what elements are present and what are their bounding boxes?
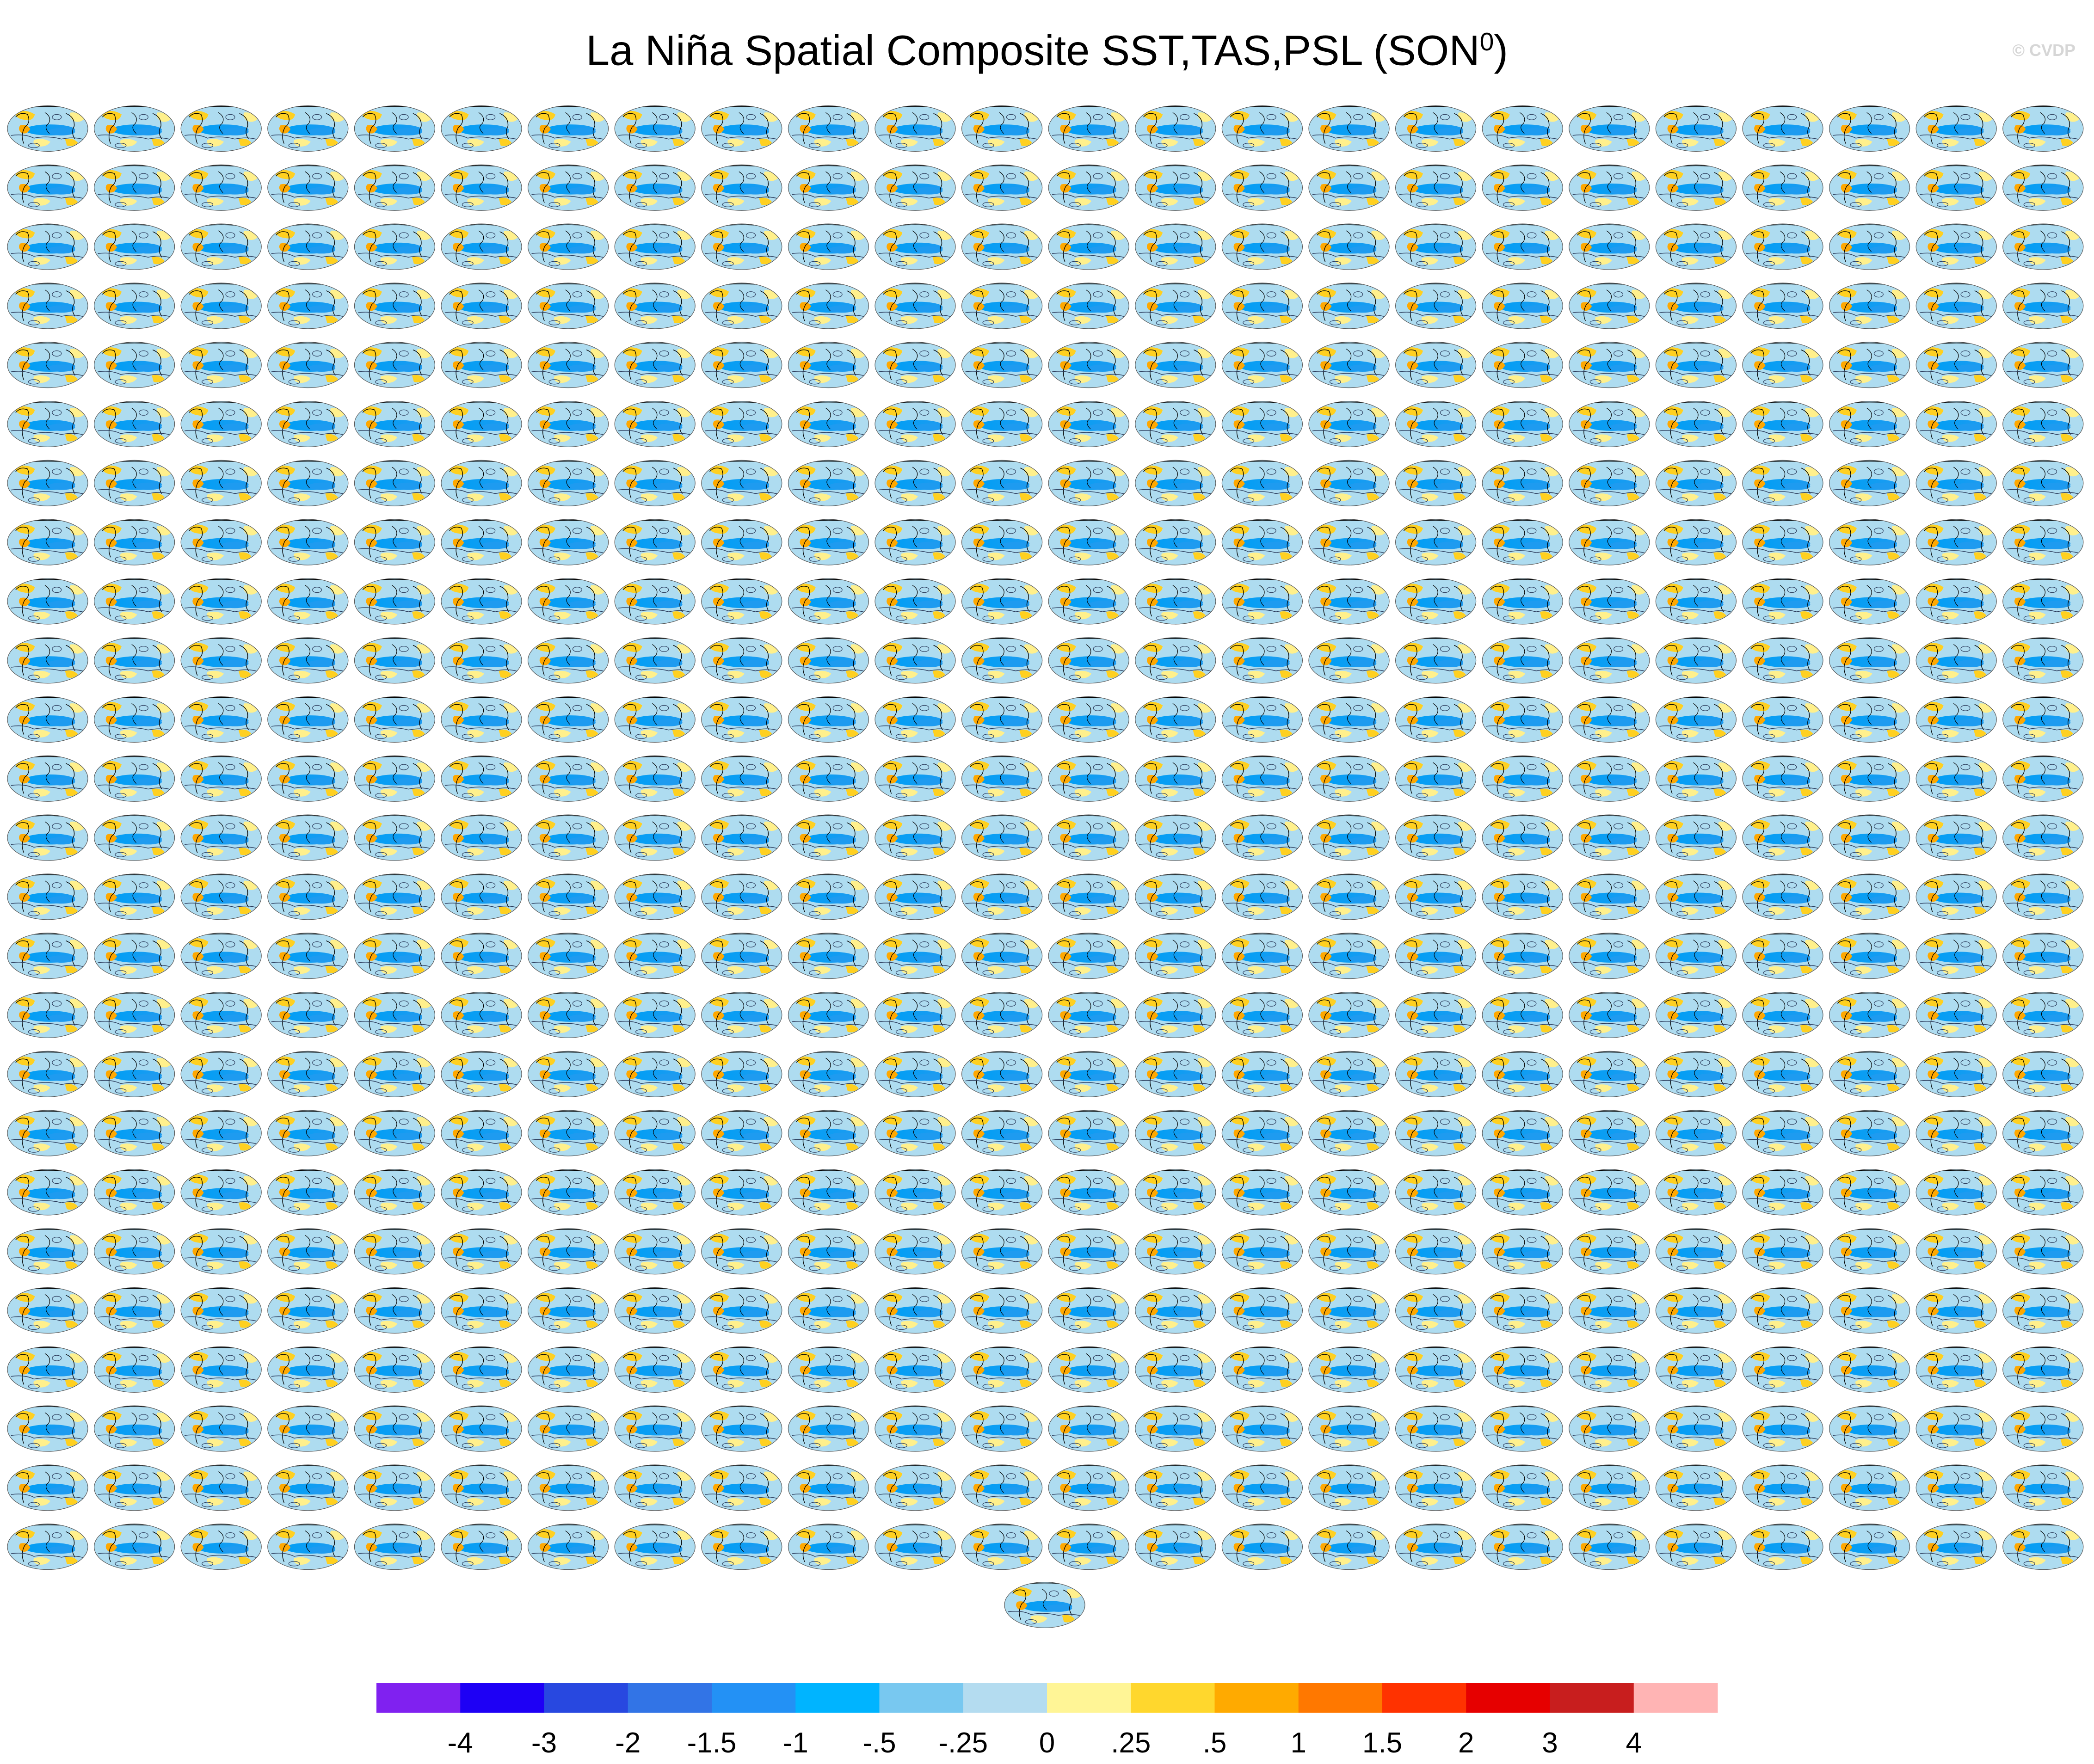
colorbar-tick-label: -.25 (938, 1727, 988, 1759)
colorbar-swatch (628, 1683, 712, 1713)
colorbar-tick-label: -3 (531, 1727, 557, 1759)
colorbar-swatch (1131, 1683, 1215, 1713)
colorbar-swatch (1466, 1683, 1550, 1713)
colorbar-swatch (879, 1683, 964, 1713)
colorbar-tick-label: -4 (448, 1727, 473, 1759)
colorbar-tick-label: -2 (615, 1727, 641, 1759)
colorbar-swatch (376, 1683, 461, 1713)
chart-title: La Niña Spatial Composite SST,TAS,PSL (S… (585, 27, 1509, 74)
colorbar-tick-label: .5 (1203, 1727, 1227, 1759)
colorbar-tick-label: 2 (1458, 1727, 1474, 1759)
colorbar-tick-label: -1 (783, 1727, 808, 1759)
colorbar-swatch (1214, 1683, 1299, 1713)
colorbar-tick-label: 3 (1542, 1727, 1558, 1759)
colorbar-swatch (1047, 1683, 1131, 1713)
colorbar-tick-label: 4 (1626, 1727, 1642, 1759)
colorbar-tick-label: 1.5 (1362, 1727, 1402, 1759)
colorbar-tick-label: .25 (1111, 1727, 1151, 1759)
colorbar-tick-label: -1.5 (687, 1727, 737, 1759)
colorbar-swatch (1382, 1683, 1466, 1713)
colorbar-swatch (460, 1683, 544, 1713)
colorbar-swatch (712, 1683, 796, 1713)
colorbar-swatch (1298, 1683, 1383, 1713)
colorbar-swatch (1633, 1683, 1718, 1713)
colorbar-tick-label: 1 (1291, 1727, 1306, 1759)
colorbar-swatch (1550, 1683, 1634, 1713)
colorbar-swatch (795, 1683, 880, 1713)
colorbar-tick-label: 0 (1039, 1727, 1055, 1759)
colorbar-tick-label: -.5 (862, 1727, 896, 1759)
colorbar-swatch (544, 1683, 628, 1713)
colorbar-swatch (963, 1683, 1047, 1713)
watermark: © CVDP (2012, 41, 2076, 60)
